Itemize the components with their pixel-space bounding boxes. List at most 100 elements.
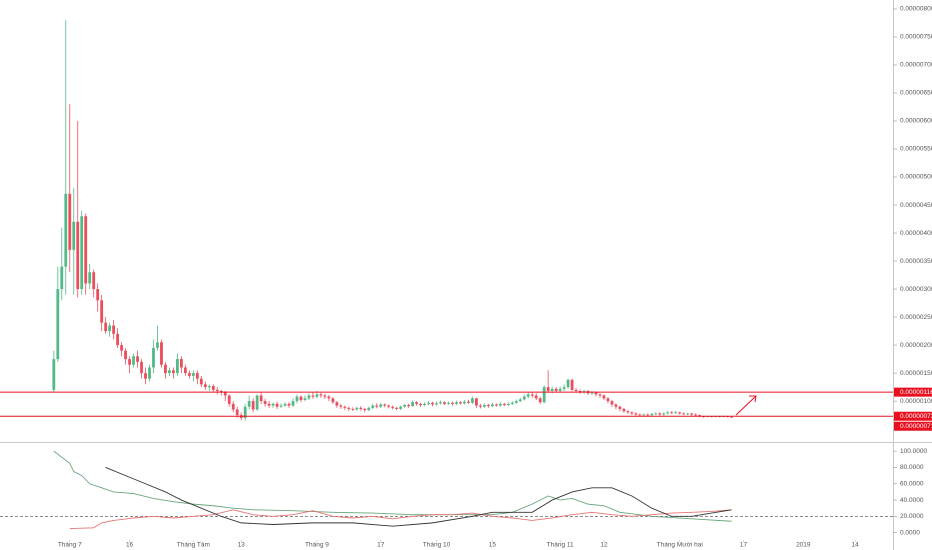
y-tick-label: 20.0000 (900, 513, 924, 520)
candle-body (419, 403, 422, 406)
level-label-bg (894, 411, 932, 421)
candle-body (164, 364, 167, 374)
candle-body (654, 413, 658, 415)
candle-body (319, 394, 323, 396)
candle-body (355, 407, 359, 410)
candle-body (291, 401, 295, 406)
candle-body (478, 405, 482, 407)
candle-body (534, 395, 538, 399)
candle-body (518, 399, 522, 402)
candle-body (367, 407, 371, 411)
candle-body (359, 407, 363, 409)
candle-body (451, 402, 454, 404)
candle-body (279, 405, 283, 407)
candle-body (686, 413, 690, 415)
candle-body (112, 325, 116, 334)
candle-body (407, 405, 411, 407)
candle-body (148, 367, 151, 379)
candle-body (622, 408, 626, 412)
candle-body (379, 404, 383, 407)
candle-body (630, 412, 634, 414)
y-tick-label: 60.0000 (900, 480, 924, 487)
candle-body (96, 289, 100, 301)
candle-body (471, 398, 474, 403)
candle-body (104, 322, 108, 332)
x-tick-label: 14 (852, 542, 860, 549)
y-tick-label: 0.00000150 (900, 370, 932, 377)
candle-body (698, 415, 702, 417)
y-tick-label: 0.00000200 (900, 342, 932, 349)
x-tick-label: Tháng Mười hai (657, 542, 703, 549)
candle-body (574, 389, 578, 392)
indicator-line (53, 450, 732, 522)
candle-body (642, 414, 646, 416)
y-tick-label: 0.00000500 (900, 174, 932, 181)
candle-body (128, 359, 131, 365)
x-tick-label: 17 (377, 542, 385, 549)
candle-body (116, 333, 120, 346)
x-tick-label: 12 (600, 542, 608, 549)
y-tick-label: 0.00000800 (900, 6, 932, 13)
candle-body (502, 403, 506, 406)
y-tick-label: 80.0000 (900, 464, 924, 471)
candle-body (514, 401, 518, 403)
indicator-line (105, 467, 732, 527)
candle-body (506, 403, 510, 406)
candle-body (606, 398, 610, 402)
candle-body (251, 401, 255, 410)
trend-arrow (735, 395, 757, 416)
candle-body (650, 413, 654, 416)
candle-body (411, 402, 415, 407)
candle-body (387, 405, 391, 407)
candle-body (542, 387, 546, 403)
candle-body (439, 402, 442, 404)
candle-body (598, 394, 602, 396)
candle-body (303, 398, 307, 400)
candle-body (132, 356, 135, 365)
candle-body (490, 404, 494, 407)
arrow-shaft (735, 395, 757, 416)
candle-body (68, 193, 72, 250)
candle-body (467, 401, 470, 403)
indicator-line (69, 509, 732, 530)
candle-body (60, 266, 64, 290)
x-tick-label: 16 (126, 542, 134, 549)
y-tick-label: 0.00000300 (900, 286, 932, 293)
candle-body (271, 403, 275, 406)
candle-body (191, 373, 195, 376)
x-tick-label: Tháng Tám (177, 542, 210, 549)
candle-body (443, 402, 446, 404)
y-tick-label: 0.00000600 (900, 118, 932, 125)
candle-body (463, 401, 466, 404)
y-tick-label: 0.00000400 (900, 230, 932, 237)
candle-body (108, 325, 112, 332)
candle-body (486, 405, 490, 407)
candle-body (199, 378, 203, 385)
candle-body (427, 402, 430, 404)
candle-body (375, 405, 379, 407)
level-label: 0.00000073 (900, 413, 932, 420)
candle-body (168, 370, 171, 374)
candle-body (331, 398, 335, 403)
candle-body (482, 405, 486, 407)
candle-body (172, 370, 175, 374)
candle-body (582, 391, 586, 393)
candle-body (550, 388, 554, 392)
candle-body (203, 384, 207, 388)
candle-body (243, 406, 247, 418)
candle-body (255, 395, 259, 410)
y-tick-label: 0.00000250 (900, 314, 932, 321)
candle-body (363, 408, 367, 411)
candle-body (64, 193, 68, 267)
candle-body (211, 385, 215, 390)
candle-body (403, 405, 407, 407)
x-tick-label: 17 (740, 542, 748, 549)
candle-body (415, 402, 419, 404)
candle-body (299, 396, 303, 400)
candle-body (56, 289, 60, 360)
candle-body (594, 392, 598, 395)
candle-body (670, 412, 674, 414)
candle-body (554, 388, 558, 392)
